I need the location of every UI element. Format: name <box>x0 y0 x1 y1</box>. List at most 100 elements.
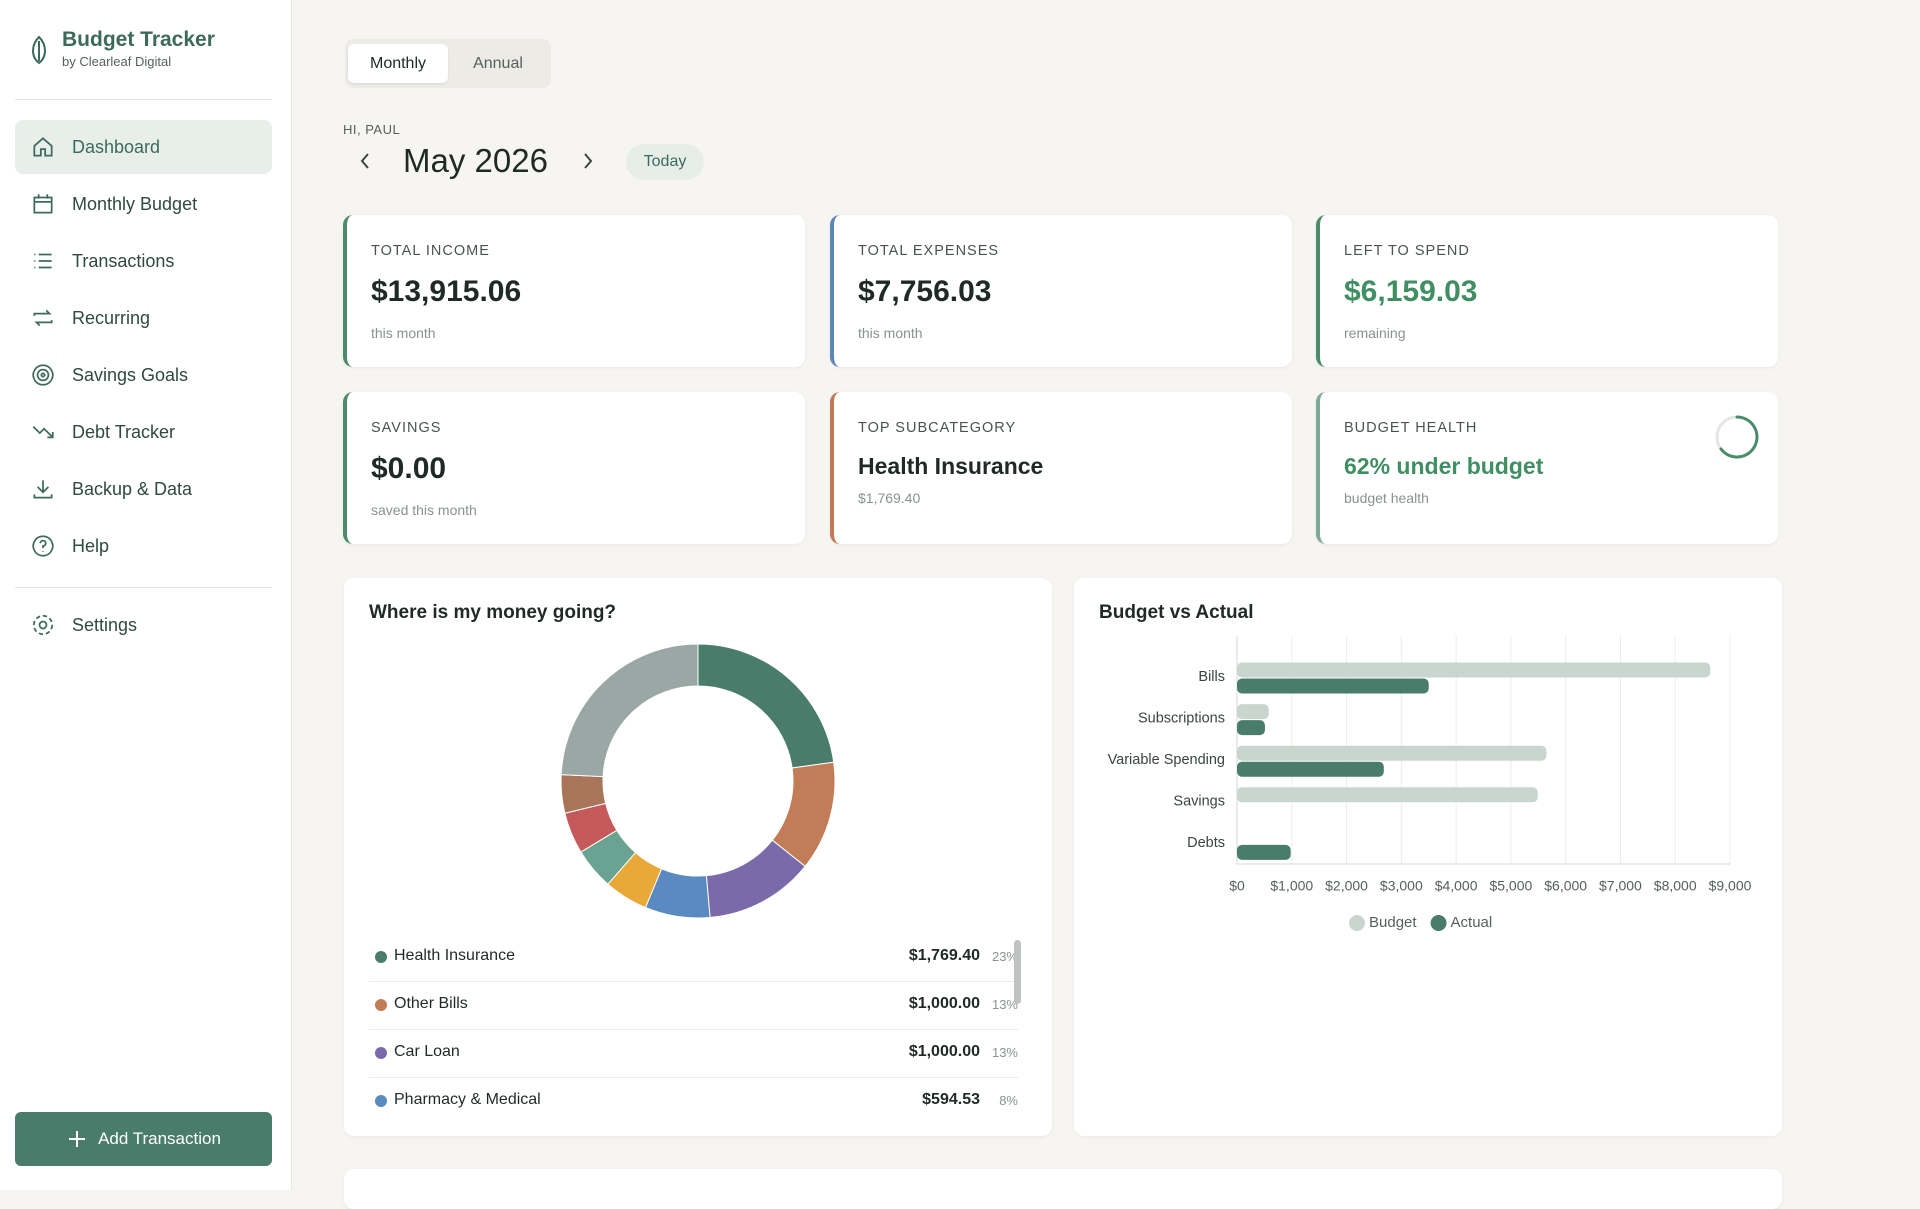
panel-title: Where is my money going? <box>369 602 617 623</box>
x-tick-label: $1,000 <box>1270 878 1313 894</box>
month-title: May 2026 <box>403 142 548 179</box>
legend-row: Car Loan $1,000.00 13% <box>369 1029 1018 1078</box>
x-tick-label: $7,000 <box>1599 878 1642 894</box>
bar-panel: Budget vs Actual $0 $1,000 $2,000 $3,000 $4,… <box>1074 578 1782 1136</box>
nav-label: Dashboard <box>72 136 161 157</box>
y-tick-label: Bills <box>1198 669 1225 685</box>
card-value: Health Insurance <box>858 453 1044 479</box>
icon-path <box>33 480 53 499</box>
donut-segment <box>560 643 699 778</box>
logo <box>32 35 46 65</box>
legend-amount: $594.53 <box>922 1091 980 1108</box>
legend-swatch <box>1349 915 1365 931</box>
legend-dot <box>375 951 387 963</box>
bar <box>1237 844 1291 860</box>
nav-item[interactable]: Dashboard <box>15 120 272 174</box>
summary-card: TOTAL EXPENSES $7,756.03 this month <box>830 215 1292 367</box>
legend: Health Insurance $1,769.40 23% Other Bills $… <box>369 933 1029 1111</box>
today-button[interactable]: Today <box>626 144 704 180</box>
x-tick-label: $3,000 <box>1380 878 1423 894</box>
ring-arc <box>1719 415 1759 459</box>
nav-label: Recurring <box>72 307 151 328</box>
nav-item[interactable]: Transactions <box>15 234 272 288</box>
nav-icon <box>34 253 52 269</box>
bar <box>1237 662 1711 678</box>
panel-title: Budget vs Actual <box>1099 602 1254 623</box>
legend-amount: $1,769.40 <box>908 947 980 964</box>
nav-item[interactable]: Monthly Budget <box>15 177 272 231</box>
icon-path <box>34 253 52 269</box>
card-label: SAVINGS <box>371 420 442 436</box>
greeting: HI, PAUL <box>343 122 401 137</box>
prev-month[interactable] <box>357 150 373 172</box>
health-ring <box>1715 415 1759 459</box>
icon-path <box>32 535 54 557</box>
summary-card: LEFT TO SPEND $6,159.03 remaining <box>1316 215 1778 367</box>
separator <box>15 99 272 100</box>
nav-label: Transactions <box>72 250 175 271</box>
nav-item[interactable]: Backup & Data <box>15 462 272 516</box>
card-note: this month <box>371 325 436 341</box>
sidebar: Budget Tracker by Clearleaf Digital Sett… <box>0 0 292 1190</box>
donut-chart <box>560 643 836 919</box>
card-label: BUDGET HEALTH <box>1344 420 1478 436</box>
nav-item[interactable]: Debt Tracker <box>15 405 272 459</box>
legend-label: Budget <box>1369 914 1417 931</box>
nav-icon <box>33 137 53 157</box>
summary-card: TOTAL INCOME $13,915.06 this month <box>343 215 805 367</box>
legend-percent: 23% <box>991 949 1018 964</box>
x-tick-label: $2,000 <box>1325 878 1368 894</box>
byline: by Clearleaf Digital <box>62 54 172 69</box>
card-label: TOTAL EXPENSES <box>858 243 1000 259</box>
y-tick-label: Savings <box>1173 794 1225 810</box>
legend-name: Car Loan <box>394 1043 460 1060</box>
legend-percent: 8% <box>999 1093 1018 1108</box>
add-transaction-button[interactable]: Add Transaction <box>15 1112 272 1166</box>
card-note: $1,769.40 <box>858 490 921 506</box>
legend-amount: $1,000.00 <box>908 1043 980 1060</box>
settings-icon <box>32 614 54 636</box>
icon-path <box>33 309 53 327</box>
bar <box>1237 787 1538 803</box>
nav-label: Savings Goals <box>72 364 189 385</box>
nav-settings[interactable]: Settings <box>15 598 272 652</box>
card-label: TOTAL INCOME <box>371 243 490 259</box>
nav-label: Backup & Data <box>72 478 193 499</box>
icon-path <box>32 364 54 386</box>
nav-label: Settings <box>72 614 138 635</box>
nav-item[interactable]: Recurring <box>15 291 272 345</box>
scrollbar[interactable] <box>1014 940 1021 1004</box>
app-name: Budget Tracker <box>62 28 215 51</box>
next-month[interactable] <box>580 150 596 172</box>
legend-name: Pharmacy & Medical <box>394 1091 541 1108</box>
legend-name: Health Insurance <box>394 947 515 964</box>
tab[interactable]: Monthly <box>348 44 448 83</box>
legend-amount: $1,000.00 <box>908 995 980 1012</box>
tab[interactable]: Annual <box>473 54 523 72</box>
card-note: saved this month <box>371 502 477 518</box>
card-value: 62% under budget <box>1344 453 1544 479</box>
nav-item[interactable]: Help <box>15 519 272 573</box>
legend-row: Other Bills $1,000.00 13% <box>369 981 1018 1030</box>
donut-segment <box>697 643 835 769</box>
x-tick-label: $9,000 <box>1709 878 1752 894</box>
card-note: budget health <box>1344 490 1429 506</box>
plus-icon <box>69 1131 86 1147</box>
card-value: $13,915.06 <box>371 275 522 308</box>
y-tick-label: Debts <box>1187 835 1225 851</box>
nav-icon <box>33 480 53 499</box>
period-tabs: Monthly Annual <box>345 39 551 88</box>
icon-path <box>33 194 53 214</box>
nav-item[interactable]: Savings Goals <box>15 348 272 402</box>
nav-icon <box>33 309 53 327</box>
nav-label: Help <box>72 535 110 556</box>
x-tick-label: $6,000 <box>1544 878 1587 894</box>
button-label: Add Transaction <box>98 1129 221 1148</box>
legend-row: Pharmacy & Medical $594.53 8% <box>369 1077 1018 1111</box>
card-note: remaining <box>1344 325 1406 341</box>
nav-icon <box>32 535 54 557</box>
legend-dot <box>375 1095 387 1107</box>
card-label: LEFT TO SPEND <box>1344 243 1470 259</box>
nav-label: Monthly Budget <box>72 193 198 214</box>
